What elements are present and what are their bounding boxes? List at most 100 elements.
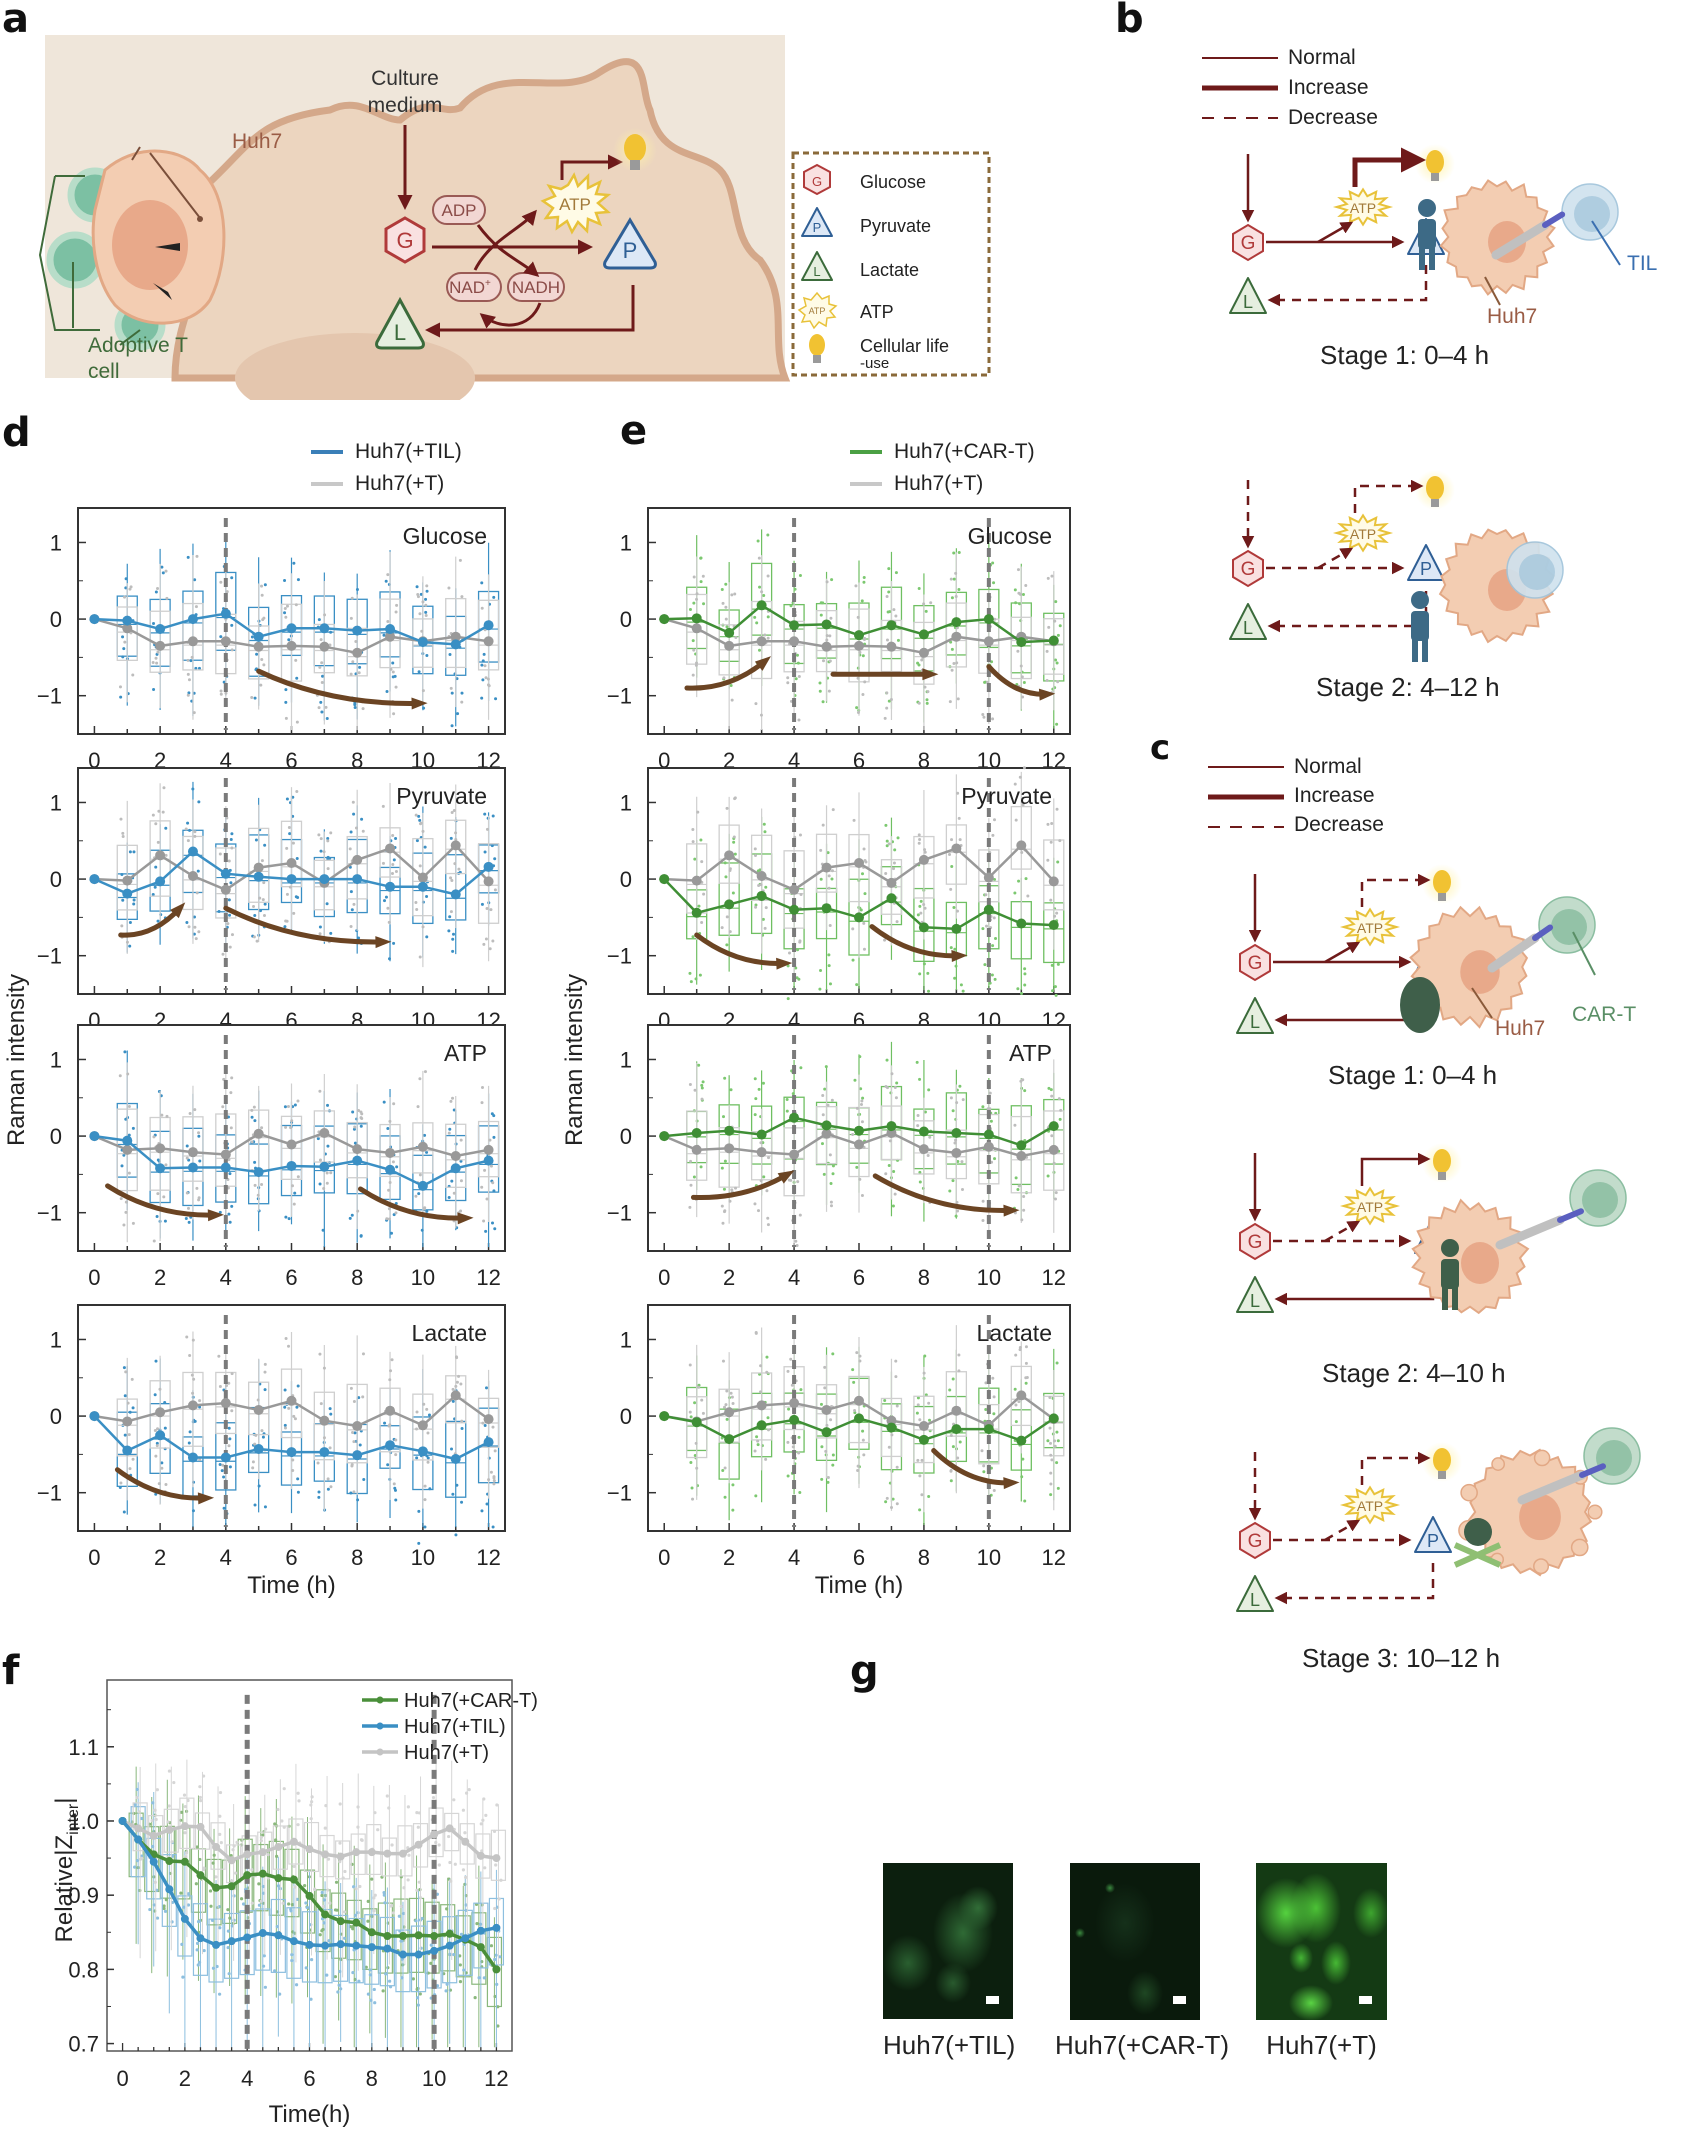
mean-point xyxy=(918,1421,929,1432)
data-point xyxy=(150,1818,154,1823)
data-point xyxy=(230,846,234,850)
data-point xyxy=(455,1380,459,1384)
pathway-arrow xyxy=(1317,547,1354,570)
atp-symbol: ATP xyxy=(1357,920,1383,936)
mean-point xyxy=(918,647,929,658)
data-point xyxy=(459,1209,463,1213)
data-point xyxy=(226,1945,230,1950)
data-point xyxy=(724,875,728,879)
data-point xyxy=(948,1388,952,1392)
data-point xyxy=(167,1804,171,1808)
data-point xyxy=(212,1853,216,1857)
data-point xyxy=(250,1901,254,1905)
mean-point xyxy=(274,1874,283,1883)
culture-medium-label-1: Culture xyxy=(371,67,439,90)
box xyxy=(130,1806,146,1878)
data-point xyxy=(198,1159,202,1163)
data-point xyxy=(691,673,695,677)
trend-arrow-head xyxy=(169,902,186,919)
data-point xyxy=(890,1505,894,1509)
data-point xyxy=(295,720,299,724)
data-point xyxy=(856,615,860,619)
data-point xyxy=(188,1430,192,1434)
data-point xyxy=(956,697,960,701)
data-point xyxy=(351,1927,355,1931)
data-point xyxy=(153,1393,157,1397)
data-point xyxy=(230,1879,234,1883)
data-point xyxy=(359,1124,363,1128)
data-point xyxy=(319,1402,323,1406)
data-point xyxy=(259,909,263,913)
data-point xyxy=(961,989,965,993)
mean-point xyxy=(286,1139,297,1150)
mean-point xyxy=(821,903,832,914)
data-point xyxy=(228,1465,232,1469)
data-point xyxy=(417,1509,421,1513)
data-point xyxy=(699,580,703,584)
data-point xyxy=(194,1882,198,1886)
tumor-nucleus xyxy=(1519,1493,1561,1541)
data-point xyxy=(949,1469,953,1473)
data-point xyxy=(986,1107,990,1111)
data-point xyxy=(695,1466,699,1470)
data-point xyxy=(280,1819,284,1823)
data-point xyxy=(284,1215,288,1219)
mean-point xyxy=(983,1129,994,1140)
data-point xyxy=(229,838,233,842)
box xyxy=(182,835,204,911)
mean-point xyxy=(385,1440,396,1451)
mean-point xyxy=(134,1824,143,1833)
trend-arrow xyxy=(256,668,423,706)
data-point xyxy=(253,1442,257,1446)
box xyxy=(913,1120,935,1175)
mean-point xyxy=(155,1430,166,1441)
data-point xyxy=(991,944,995,948)
data-point xyxy=(920,1458,924,1462)
data-point xyxy=(960,1160,964,1164)
data-point xyxy=(690,1486,694,1490)
data-point xyxy=(450,879,454,883)
mean-point xyxy=(122,1445,133,1456)
data-point xyxy=(428,1487,432,1491)
data-point xyxy=(352,902,356,906)
data-point xyxy=(993,617,997,621)
data-point xyxy=(821,1093,825,1097)
data-point xyxy=(492,1479,496,1483)
data-point xyxy=(831,1172,835,1176)
data-point xyxy=(851,1368,855,1372)
mean-point xyxy=(918,1126,929,1137)
mean-point xyxy=(220,868,231,879)
data-point xyxy=(494,697,498,701)
data-point xyxy=(126,1072,130,1076)
mean-point xyxy=(286,640,297,651)
data-point xyxy=(329,831,333,835)
data-point xyxy=(160,1466,164,1470)
data-point xyxy=(390,1231,394,1235)
box xyxy=(116,1398,138,1457)
data-point xyxy=(135,1859,140,1863)
data-point xyxy=(219,1841,223,1845)
data-point xyxy=(360,817,364,821)
atp-starburst-icon xyxy=(1339,1186,1401,1226)
data-point xyxy=(789,604,793,608)
data-point xyxy=(338,1860,342,1864)
data-point xyxy=(273,1969,277,1973)
data-point xyxy=(348,1216,352,1220)
data-point xyxy=(863,892,867,896)
mean-point xyxy=(227,1856,236,1865)
data-point xyxy=(135,1795,139,1800)
data-point xyxy=(217,1354,221,1358)
data-point xyxy=(326,1888,330,1892)
data-point xyxy=(394,1453,398,1457)
data-point xyxy=(122,647,126,651)
y-tick-label: 1 xyxy=(620,1327,632,1352)
legend-label: Huh7(+TIL) xyxy=(404,1716,506,1738)
data-point xyxy=(731,1508,735,1512)
data-point xyxy=(957,551,961,555)
data-point xyxy=(724,617,728,621)
zoom-pointer-2 xyxy=(153,283,172,300)
data-point xyxy=(484,937,488,941)
mean-point xyxy=(1016,637,1027,648)
data-point xyxy=(391,862,395,866)
mean-point xyxy=(724,850,735,861)
